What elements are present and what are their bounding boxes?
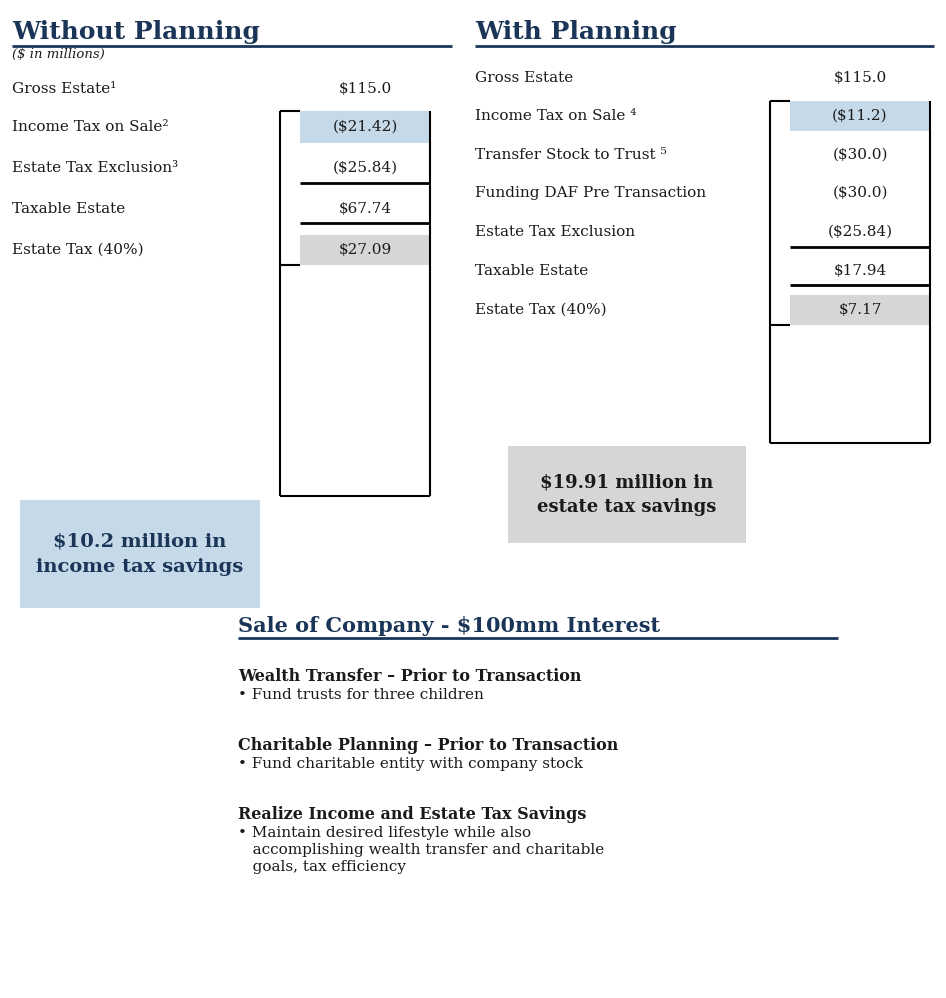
Text: Estate Tax (40%): Estate Tax (40%): [12, 243, 144, 257]
Text: $7.17: $7.17: [838, 303, 882, 317]
Text: Charitable Planning – Prior to Transaction: Charitable Planning – Prior to Transacti…: [238, 737, 619, 754]
Text: Gross Estate¹: Gross Estate¹: [12, 82, 116, 96]
Text: Wealth Transfer – Prior to Transaction: Wealth Transfer – Prior to Transaction: [238, 668, 582, 685]
Text: $115.0: $115.0: [339, 82, 392, 96]
Text: $67.74: $67.74: [339, 202, 392, 216]
Text: ($25.84): ($25.84): [828, 225, 893, 239]
Text: Realize Income and Estate Tax Savings: Realize Income and Estate Tax Savings: [238, 806, 587, 823]
Text: ($ in millions): ($ in millions): [12, 48, 105, 61]
Text: ($30.0): ($30.0): [832, 148, 887, 162]
Text: goals, tax efficiency: goals, tax efficiency: [238, 860, 406, 874]
Text: Without Planning: Without Planning: [12, 20, 260, 44]
Bar: [508, 446, 746, 543]
Bar: [790, 101, 930, 131]
Text: With Planning: With Planning: [475, 20, 676, 44]
Text: Estate Tax Exclusion: Estate Tax Exclusion: [475, 225, 635, 239]
Text: ($11.2): ($11.2): [832, 109, 887, 123]
Text: Income Tax on Sale ⁴: Income Tax on Sale ⁴: [475, 109, 637, 123]
Bar: [300, 235, 430, 265]
Bar: [790, 295, 930, 325]
Text: $19.91 million in
estate tax savings: $19.91 million in estate tax savings: [537, 473, 717, 516]
Text: accomplishing wealth transfer and charitable: accomplishing wealth transfer and charit…: [238, 843, 604, 857]
Text: Funding DAF Pre Transaction: Funding DAF Pre Transaction: [475, 186, 706, 200]
Text: $10.2 million in
income tax savings: $10.2 million in income tax savings: [36, 533, 244, 576]
Bar: [20, 500, 260, 608]
Text: Taxable Estate: Taxable Estate: [12, 202, 125, 216]
Text: Sale of Company - $100mm Interest: Sale of Company - $100mm Interest: [238, 616, 660, 636]
Text: $115.0: $115.0: [833, 71, 886, 85]
Text: Estate Tax Exclusion³: Estate Tax Exclusion³: [12, 161, 178, 175]
Text: • Maintain desired lifestyle while also: • Maintain desired lifestyle while also: [238, 826, 531, 840]
Text: ($21.42): ($21.42): [332, 120, 397, 134]
Text: • Fund charitable entity with company stock: • Fund charitable entity with company st…: [238, 757, 583, 771]
Bar: [300, 111, 430, 143]
Text: Taxable Estate: Taxable Estate: [475, 264, 588, 278]
Text: Transfer Stock to Trust ⁵: Transfer Stock to Trust ⁵: [475, 148, 667, 162]
Text: ($30.0): ($30.0): [832, 186, 887, 200]
Text: ($25.84): ($25.84): [332, 161, 397, 175]
Text: Gross Estate: Gross Estate: [475, 71, 573, 85]
Text: $27.09: $27.09: [339, 243, 392, 257]
Text: • Fund trusts for three children: • Fund trusts for three children: [238, 688, 483, 702]
Text: $17.94: $17.94: [833, 264, 886, 278]
Text: Estate Tax (40%): Estate Tax (40%): [475, 303, 606, 317]
Text: Income Tax on Sale²: Income Tax on Sale²: [12, 120, 168, 134]
